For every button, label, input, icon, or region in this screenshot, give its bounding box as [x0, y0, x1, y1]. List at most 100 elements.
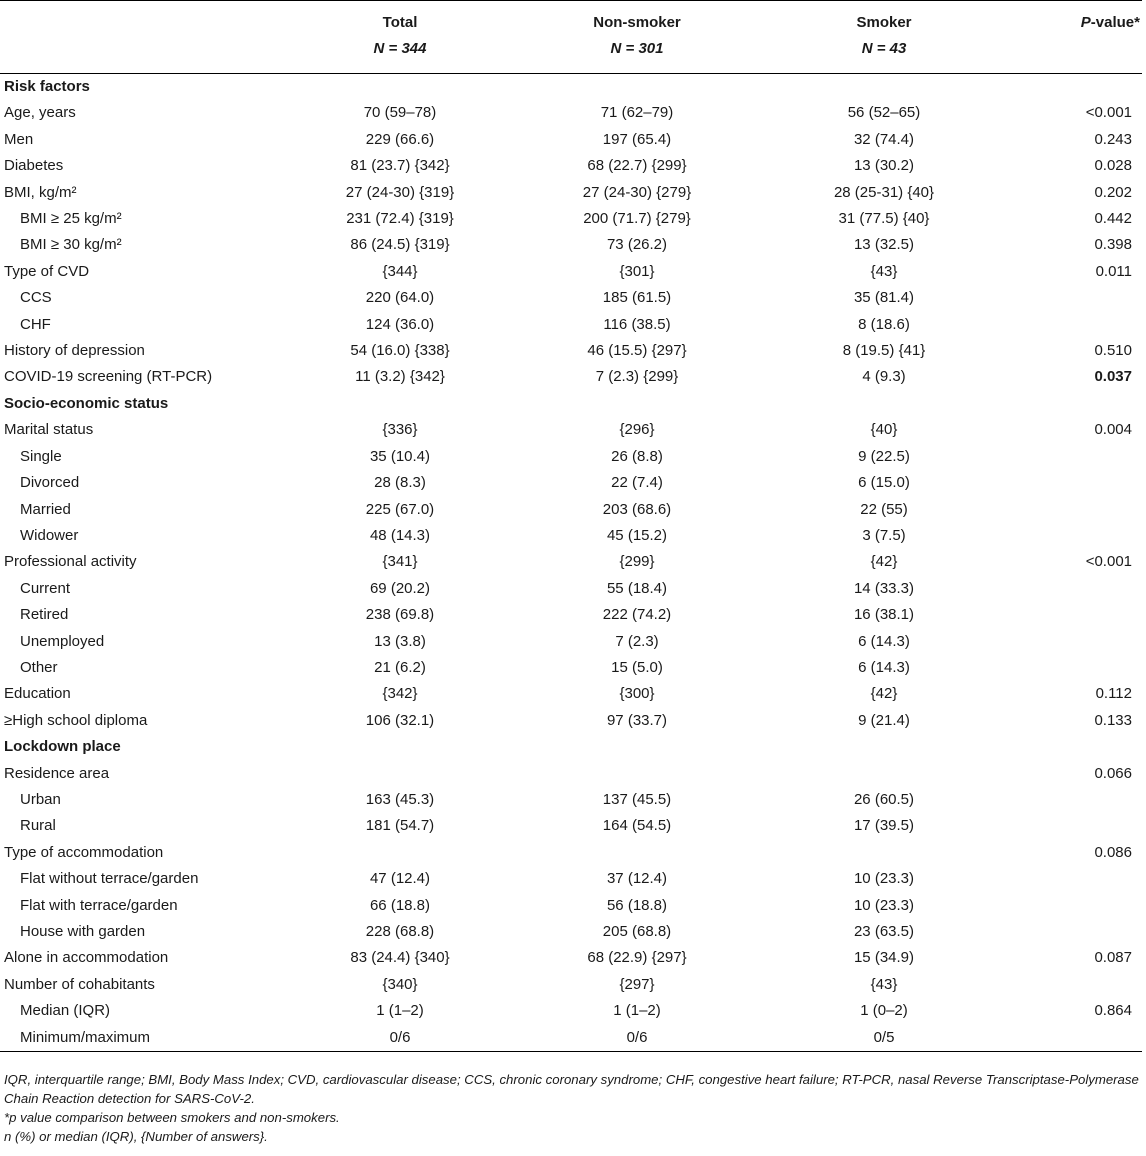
header-nonsmoker: Non-smoker N = 301	[500, 1, 774, 62]
cell-total: 35 (10.4)	[369, 447, 431, 465]
table-body: Risk factors Age, years 70 (59–78) 71 (62–7…	[0, 74, 1142, 1053]
cell-pvalue: 0.028	[1094, 157, 1132, 175]
cell-smoker: 9 (21.4)	[858, 711, 910, 729]
cell-nonsmoker: 197 (65.4)	[602, 130, 672, 148]
cell-pvalue	[994, 444, 1142, 470]
cell-pvalue	[994, 312, 1142, 338]
cell-pvalue	[994, 602, 1142, 628]
cell-nonsmoker: {301}	[619, 262, 655, 280]
row-label: Divorced	[20, 474, 80, 492]
cell-smoker: 9 (22.5)	[858, 447, 910, 465]
header-smoker-n: N = 43	[861, 40, 907, 57]
cell-nonsmoker: {297}	[619, 975, 655, 993]
table-row: Other 21 (6.2) 15 (5.0) 6 (14.3)	[0, 655, 1142, 681]
cell-nonsmoker: 97 (33.7)	[606, 711, 668, 729]
cell-total: {344}	[382, 262, 418, 280]
cell-pvalue	[994, 866, 1142, 892]
cell-smoker: {43}	[870, 975, 898, 993]
header-smoker: Smoker N = 43	[774, 1, 994, 62]
cell-pvalue: 0.510	[1094, 342, 1132, 360]
table-row: CCS 220 (64.0) 185 (61.5) 35 (81.4)	[0, 285, 1142, 311]
row-label: Single	[20, 447, 62, 465]
cell-total: 86 (24.5) {319}	[350, 236, 450, 254]
cell-nonsmoker: 0/6	[500, 1024, 774, 1053]
cell-nonsmoker: 7 (2.3)	[615, 632, 659, 650]
table-row: Widower 48 (14.3) 45 (15.2) 3 (7.5)	[0, 523, 1142, 549]
header-nonsmoker-label: Non-smoker	[593, 14, 681, 31]
cell-nonsmoker: 26 (8.8)	[611, 447, 663, 465]
cell-nonsmoker: {300}	[619, 685, 655, 703]
cell-smoker: 16 (38.1)	[853, 606, 915, 624]
cell-smoker: 28 (25-31) {40}	[833, 183, 935, 201]
table-row: Diabetes 81 (23.7) {342} 68 (22.7) {299} 13…	[0, 153, 1142, 179]
cell-pvalue	[994, 629, 1142, 655]
section-header-row: Socio-economic status	[0, 391, 1142, 417]
table-row: Rural 181 (54.7) 164 (54.5) 17 (39.5)	[0, 813, 1142, 839]
table-row: Age, years 70 (59–78) 71 (62–79) 56 (52–65)…	[0, 100, 1142, 126]
cell-smoker: 3 (7.5)	[862, 526, 906, 544]
footnote-pvalue: *p value comparison between smokers and …	[4, 1110, 340, 1125]
table-row: House with garden 228 (68.8) 205 (68.8) 23 …	[0, 919, 1142, 945]
cell-smoker: 23 (63.5)	[853, 923, 915, 940]
cell-smoker: 35 (81.4)	[853, 289, 915, 307]
cell-nonsmoker: 205 (68.8)	[602, 923, 672, 940]
cell-smoker: 1 (0–2)	[860, 1002, 908, 1020]
header-nonsmoker-n: N = 301	[610, 40, 664, 57]
cell-smoker: 10 (23.3)	[853, 870, 915, 888]
cell-nonsmoker: 68 (22.9) {297}	[587, 949, 687, 967]
cell-pvalue	[994, 470, 1142, 496]
cell-total: 54 (16.0) {338}	[350, 342, 450, 360]
row-label: Other	[20, 658, 58, 676]
header-total: Total N = 344	[300, 1, 500, 62]
cell-nonsmoker: 71 (62–79)	[600, 104, 674, 122]
table-row: BMI, kg/m² 27 (24-30) {319} 27 (24-30) {27…	[0, 180, 1142, 206]
cell-nonsmoker: 37 (12.4)	[606, 870, 668, 888]
cell-total: 163 (45.3)	[365, 790, 435, 808]
table-row: Flat with terrace/garden 66 (18.8) 56 (18.…	[0, 893, 1142, 919]
cell-smoker: 26 (60.5)	[853, 790, 915, 808]
section-title: Socio-economic status	[4, 394, 169, 412]
cell-pvalue: 0.442	[1094, 210, 1132, 228]
cell-smoker: 6 (14.3)	[858, 658, 910, 676]
table-header: Total N = 344 Non-smoker N = 301 Smoker …	[0, 0, 1142, 74]
table-row: Residence area 0.066	[0, 761, 1142, 787]
cell-smoker: 15 (34.9)	[853, 949, 915, 967]
section-title: Risk factors	[4, 78, 90, 95]
cell-smoker: 13 (30.2)	[853, 157, 915, 175]
cell-nonsmoker: 46 (15.5) {297}	[587, 342, 687, 360]
cell-pvalue: 0.087	[1094, 949, 1132, 967]
cell-smoker: {40}	[870, 421, 898, 439]
cell-pvalue	[994, 893, 1142, 919]
table-row: Alone in accommodation 83 (24.4) {340} 68 …	[0, 945, 1142, 971]
header-variable	[0, 1, 300, 62]
cell-smoker: 17 (39.5)	[853, 817, 915, 835]
cell-nonsmoker	[500, 840, 774, 866]
cell-pvalue	[994, 576, 1142, 602]
cell-nonsmoker: 203 (68.6)	[602, 500, 672, 518]
table-row: Type of CVD {344} {301} {43} 0.011	[0, 259, 1142, 285]
table-row: ≥High school diploma 106 (32.1) 97 (33.7) 9…	[0, 708, 1142, 734]
cell-smoker	[774, 761, 994, 787]
row-label: Diabetes	[4, 157, 64, 175]
cell-pvalue: 0.011	[1095, 262, 1132, 280]
cell-total: 21 (6.2)	[374, 658, 426, 676]
cell-total: 13 (3.8)	[374, 632, 426, 650]
table-row: Median (IQR) 1 (1–2) 1 (1–2) 1 (0–2) 0.864	[0, 998, 1142, 1024]
cell-smoker: 22 (55)	[860, 500, 908, 518]
cell-pvalue	[994, 787, 1142, 813]
cell-smoker: 6 (14.3)	[858, 632, 910, 650]
row-label: Flat without terrace/garden	[20, 870, 199, 888]
table-row: History of depression 54 (16.0) {338} 46 (…	[0, 338, 1142, 364]
cell-smoker: 56 (52–65)	[847, 104, 921, 122]
cell-nonsmoker: 7 (2.3) {299}	[595, 368, 679, 386]
cell-total: 69 (20.2)	[369, 579, 431, 597]
cell-total: 81 (23.7) {342}	[350, 157, 450, 175]
row-label: History of depression	[4, 342, 145, 360]
row-label: Retired	[20, 606, 69, 624]
row-label: Residence area	[4, 764, 110, 782]
cell-total: 27 (24-30) {319}	[345, 183, 455, 201]
cell-pvalue	[994, 972, 1142, 998]
cell-total: {340}	[382, 975, 418, 993]
row-label: CHF	[20, 315, 51, 333]
section-header-row: Lockdown place	[0, 734, 1142, 760]
